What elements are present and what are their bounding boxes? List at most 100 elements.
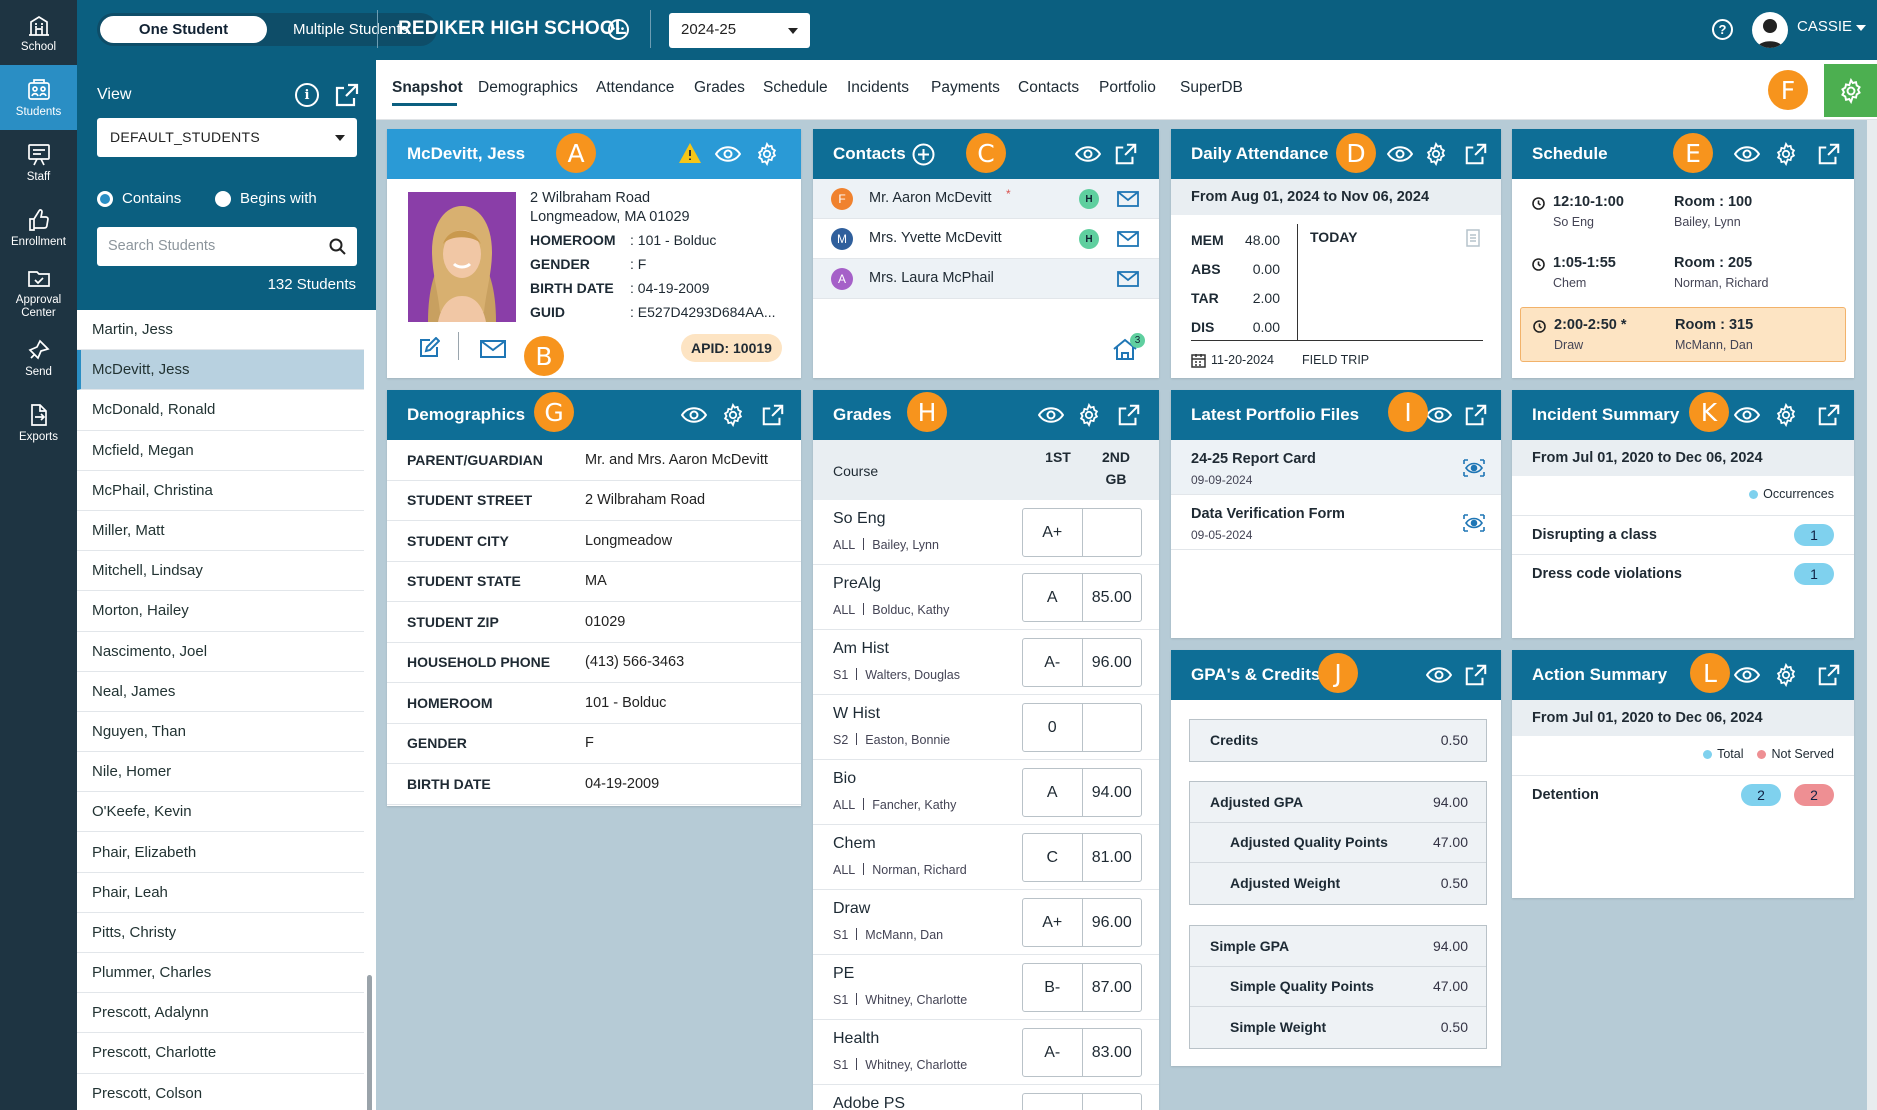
gear-icon[interactable] [1774,403,1798,427]
warning-icon[interactable] [678,141,702,165]
user-name[interactable]: CASSIE [1797,18,1853,35]
student-list-item[interactable]: Neal, James [77,672,364,712]
tab-demographics[interactable]: Demographics [478,79,578,96]
grade-row[interactable]: Health S1 Whitney, Charlotte A- 83.00 [813,1020,1159,1085]
radio-dot[interactable] [97,190,113,207]
scrollbar[interactable] [1867,120,1877,1110]
student-list-item[interactable]: Martin, Jess [77,310,364,351]
email-icon[interactable] [1117,271,1139,287]
gear-icon[interactable] [721,403,745,427]
student-list-item[interactable]: McDonald, Ronald [77,390,364,431]
grade-row[interactable]: Am Hist S1 Walters, Douglas A- 96.00 [813,630,1159,695]
student-list-item[interactable]: Nguyen, Than [77,712,364,753]
eye-icon[interactable] [715,144,741,164]
open-external-icon[interactable] [1817,403,1841,427]
contact-name[interactable]: Mr. Aaron McDevitt [869,190,992,206]
open-external-icon[interactable] [1117,403,1141,427]
contact-row[interactable]: F Mr. Aaron McDevitt * H [813,179,1159,219]
student-list-item[interactable]: O'Keefe, Kevin [77,792,364,833]
portfolio-file-name[interactable]: Data Verification Form [1191,506,1345,522]
student-list-item[interactable]: Prescott, Adalynn [77,993,364,1034]
grade-row[interactable]: Bio ALL Fancher, Kathy A 94.00 [813,760,1159,825]
gear-icon[interactable] [1077,403,1101,427]
email-icon[interactable] [1117,231,1139,247]
contact-row[interactable]: A Mrs. Laura McPhail [813,259,1159,299]
student-list-item[interactable]: Plummer, Charles [77,953,364,994]
rail-exports[interactable]: Exports [0,390,77,455]
radio-dot[interactable] [215,190,231,207]
open-external-icon[interactable] [334,82,360,108]
portfolio-file[interactable]: 24-25 Report Card 09-09-2024 [1171,440,1501,495]
gear-icon[interactable] [755,142,779,166]
more-options-icon[interactable]: ••• [608,19,629,40]
view-file-icon[interactable] [1463,459,1485,481]
grade-row[interactable]: Chem ALL Norman, Richard C 81.00 [813,825,1159,890]
chevron-down-icon[interactable] [1856,25,1866,31]
edit-icon[interactable] [418,337,440,359]
view-file-icon[interactable] [1463,514,1485,536]
info-icon[interactable]: i [295,83,319,107]
search-students-input[interactable]: Search Students [97,227,357,266]
document-icon[interactable] [1466,229,1480,247]
student-list-item[interactable]: Mcfield, Megan [77,431,364,471]
open-external-icon[interactable] [1114,142,1138,166]
tab-grades[interactable]: Grades [694,79,745,96]
tab-incidents[interactable]: Incidents [847,79,910,96]
radio-begins-with[interactable]: Begins with [215,190,317,207]
rail-school[interactable]: School [0,0,77,65]
student-list-item[interactable]: Nascimento, Joel [77,632,364,672]
incident-row[interactable]: Disrupting a class 1 [1512,515,1854,554]
contact-row[interactable]: M Mrs. Yvette McDevitt H [813,219,1159,259]
open-external-icon[interactable] [1817,142,1841,166]
eye-icon[interactable] [681,405,707,425]
tab-schedule[interactable]: Schedule [763,79,828,96]
eye-icon[interactable] [1075,144,1101,164]
contact-name[interactable]: Mrs. Yvette McDevitt [869,230,1002,246]
open-external-icon[interactable] [1464,142,1488,166]
help-icon[interactable]: ? [1712,19,1733,40]
scrollbar[interactable] [367,975,372,1110]
student-list-item[interactable]: McDevitt, Jess [77,350,364,391]
tab-contacts[interactable]: Contacts [1018,79,1080,96]
student-list-item[interactable]: Phair, Leah [77,873,364,913]
tab-payments[interactable]: Payments [931,79,1000,96]
view-select[interactable]: DEFAULT_STUDENTS [97,118,357,157]
eye-icon[interactable] [1426,405,1452,425]
student-list-item[interactable]: Prescott, Colson [77,1074,364,1110]
portfolio-file[interactable]: Data Verification Form 09-05-2024 [1171,495,1501,550]
layout-settings-button[interactable] [1824,64,1877,117]
tab-superdb[interactable]: SuperDB [1180,79,1243,96]
eye-icon[interactable] [1734,405,1760,425]
multiple-students-button[interactable]: Multiple Students [292,21,409,38]
eye-icon[interactable] [1038,405,1064,425]
action-row[interactable]: Detention 2 2 [1512,775,1854,814]
rail-enrollment[interactable]: Enrollment [0,195,77,260]
student-list-item[interactable]: Nile, Homer [77,752,364,793]
add-contact-icon[interactable] [912,143,935,166]
avatar[interactable] [1752,12,1788,48]
open-external-icon[interactable] [1464,403,1488,427]
grade-row[interactable]: So Eng ALL Bailey, Lynn A+ [813,500,1159,565]
email-icon[interactable] [480,340,506,358]
student-list-item[interactable]: Prescott, Charlotte [77,1033,364,1074]
eye-icon[interactable] [1734,144,1760,164]
grade-row[interactable]: Adobe PS [813,1085,1159,1110]
radio-contains[interactable]: Contains [97,190,181,207]
contact-name[interactable]: Mrs. Laura McPhail [869,270,994,286]
gear-icon[interactable] [1774,142,1798,166]
rail-send[interactable]: Send [0,325,77,390]
grade-row[interactable]: PreAlg ALL Bolduc, Kathy A 85.00 [813,565,1159,630]
grade-row[interactable]: W Hist S2 Easton, Bonnie 0 [813,695,1159,760]
student-list-item[interactable]: Pitts, Christy [77,913,364,953]
grade-row[interactable]: Draw S1 McMann, Dan A+ 96.00 [813,890,1159,955]
schedule-item[interactable]: 2:00-2:50 * Draw Room : 315 McMann, Dan [1520,307,1846,362]
tab-snapshot[interactable]: Snapshot [392,79,463,96]
tab-attendance[interactable]: Attendance [596,79,675,96]
eye-icon[interactable] [1734,665,1760,685]
eye-icon[interactable] [1387,144,1413,164]
rail-staff[interactable]: Staff [0,130,77,195]
tab-portfolio[interactable]: Portfolio [1099,79,1156,96]
eye-icon[interactable] [1426,665,1452,685]
school-year-select[interactable]: 2024-25 [669,13,810,48]
gear-icon[interactable] [1774,663,1798,687]
